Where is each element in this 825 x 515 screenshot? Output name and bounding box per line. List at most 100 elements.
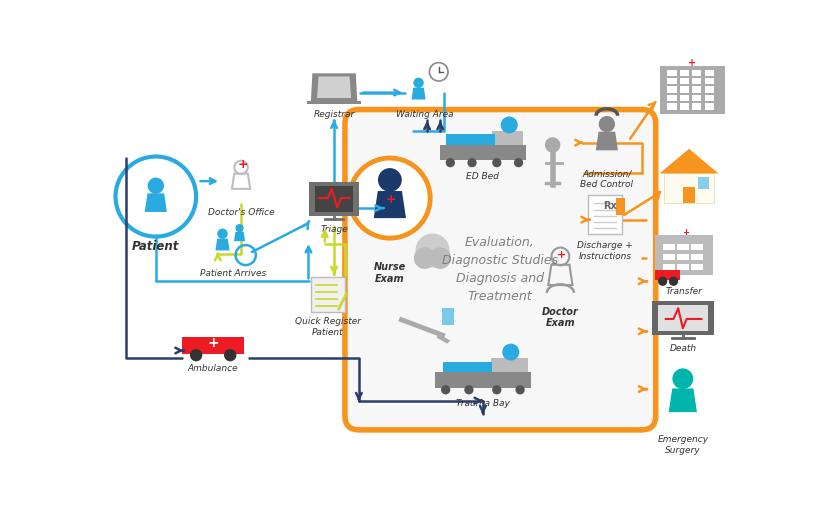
Polygon shape <box>311 277 345 312</box>
Text: Patient Arrives: Patient Arrives <box>200 269 266 278</box>
Text: Registrar: Registrar <box>314 110 355 119</box>
Polygon shape <box>442 308 455 325</box>
Text: Nurse
Exam: Nurse Exam <box>374 262 406 284</box>
Polygon shape <box>412 88 426 99</box>
Text: Rx: Rx <box>603 201 617 211</box>
Polygon shape <box>234 232 245 241</box>
Polygon shape <box>491 358 528 372</box>
Text: Ambulance: Ambulance <box>188 364 238 373</box>
Polygon shape <box>667 78 676 84</box>
Polygon shape <box>698 177 709 189</box>
Circle shape <box>493 385 502 394</box>
Polygon shape <box>317 76 351 98</box>
Polygon shape <box>692 78 701 84</box>
Polygon shape <box>616 198 625 215</box>
Text: Waiting Area: Waiting Area <box>396 110 454 119</box>
Circle shape <box>235 224 243 232</box>
Text: Triage: Triage <box>320 225 348 234</box>
Polygon shape <box>314 186 353 212</box>
Polygon shape <box>182 337 244 354</box>
Circle shape <box>378 168 402 192</box>
Polygon shape <box>691 244 703 250</box>
Text: +: + <box>558 250 567 260</box>
Circle shape <box>416 233 450 267</box>
Polygon shape <box>442 362 493 372</box>
Polygon shape <box>662 244 675 250</box>
Polygon shape <box>680 104 689 110</box>
Circle shape <box>446 158 455 167</box>
Polygon shape <box>493 131 523 145</box>
Polygon shape <box>705 78 714 84</box>
Circle shape <box>224 349 237 362</box>
Circle shape <box>414 247 436 269</box>
Polygon shape <box>680 70 689 76</box>
Text: Doctor
Exam: Doctor Exam <box>542 306 579 328</box>
Polygon shape <box>691 264 703 270</box>
Text: +: + <box>386 193 397 206</box>
Polygon shape <box>374 191 406 218</box>
Circle shape <box>493 158 502 167</box>
Polygon shape <box>307 101 361 104</box>
Polygon shape <box>705 104 714 110</box>
Text: Death: Death <box>669 344 696 353</box>
Polygon shape <box>596 132 618 150</box>
Circle shape <box>658 277 667 286</box>
Circle shape <box>217 229 228 239</box>
Polygon shape <box>669 388 697 412</box>
Polygon shape <box>659 65 724 114</box>
Text: Discharge +
Instructions: Discharge + Instructions <box>578 241 634 261</box>
Polygon shape <box>215 238 229 250</box>
Polygon shape <box>655 235 713 275</box>
Text: Patient: Patient <box>132 241 180 253</box>
Polygon shape <box>667 95 676 101</box>
Circle shape <box>429 247 451 269</box>
Polygon shape <box>659 149 719 174</box>
Text: Quick Register
Patient: Quick Register Patient <box>295 317 361 337</box>
Circle shape <box>464 385 474 394</box>
Circle shape <box>514 158 523 167</box>
Circle shape <box>544 138 560 152</box>
Polygon shape <box>683 187 695 203</box>
Polygon shape <box>662 264 675 270</box>
Text: Transfer: Transfer <box>666 287 703 297</box>
Polygon shape <box>667 104 676 110</box>
Circle shape <box>116 157 196 236</box>
Text: Doctor's Office: Doctor's Office <box>208 208 275 217</box>
Polygon shape <box>692 70 701 76</box>
Polygon shape <box>705 95 714 101</box>
Polygon shape <box>144 193 167 212</box>
Circle shape <box>413 78 424 88</box>
Circle shape <box>148 178 164 194</box>
Polygon shape <box>705 87 714 93</box>
Polygon shape <box>692 87 701 93</box>
Text: Emergency
Surgery: Emergency Surgery <box>658 435 709 455</box>
Polygon shape <box>655 270 680 280</box>
Polygon shape <box>667 70 676 76</box>
Polygon shape <box>692 104 701 110</box>
Polygon shape <box>652 300 714 335</box>
Polygon shape <box>588 195 622 233</box>
Polygon shape <box>446 134 494 145</box>
Circle shape <box>599 116 615 132</box>
Polygon shape <box>662 253 675 260</box>
Circle shape <box>502 344 519 360</box>
Text: +: + <box>682 228 690 236</box>
Circle shape <box>669 277 678 286</box>
Text: +: + <box>207 336 219 350</box>
Polygon shape <box>311 73 357 102</box>
Text: +: + <box>688 58 696 68</box>
Circle shape <box>350 158 430 238</box>
Polygon shape <box>692 95 701 101</box>
Circle shape <box>441 385 450 394</box>
Polygon shape <box>680 95 689 101</box>
Polygon shape <box>676 264 689 270</box>
Polygon shape <box>309 182 359 216</box>
Polygon shape <box>680 78 689 84</box>
Polygon shape <box>667 87 676 93</box>
Text: Admission/
Bed Control: Admission/ Bed Control <box>580 169 634 189</box>
Text: Trauma Bay: Trauma Bay <box>456 399 510 408</box>
Polygon shape <box>680 87 689 93</box>
Polygon shape <box>691 253 703 260</box>
FancyBboxPatch shape <box>345 110 656 430</box>
Circle shape <box>429 62 448 81</box>
